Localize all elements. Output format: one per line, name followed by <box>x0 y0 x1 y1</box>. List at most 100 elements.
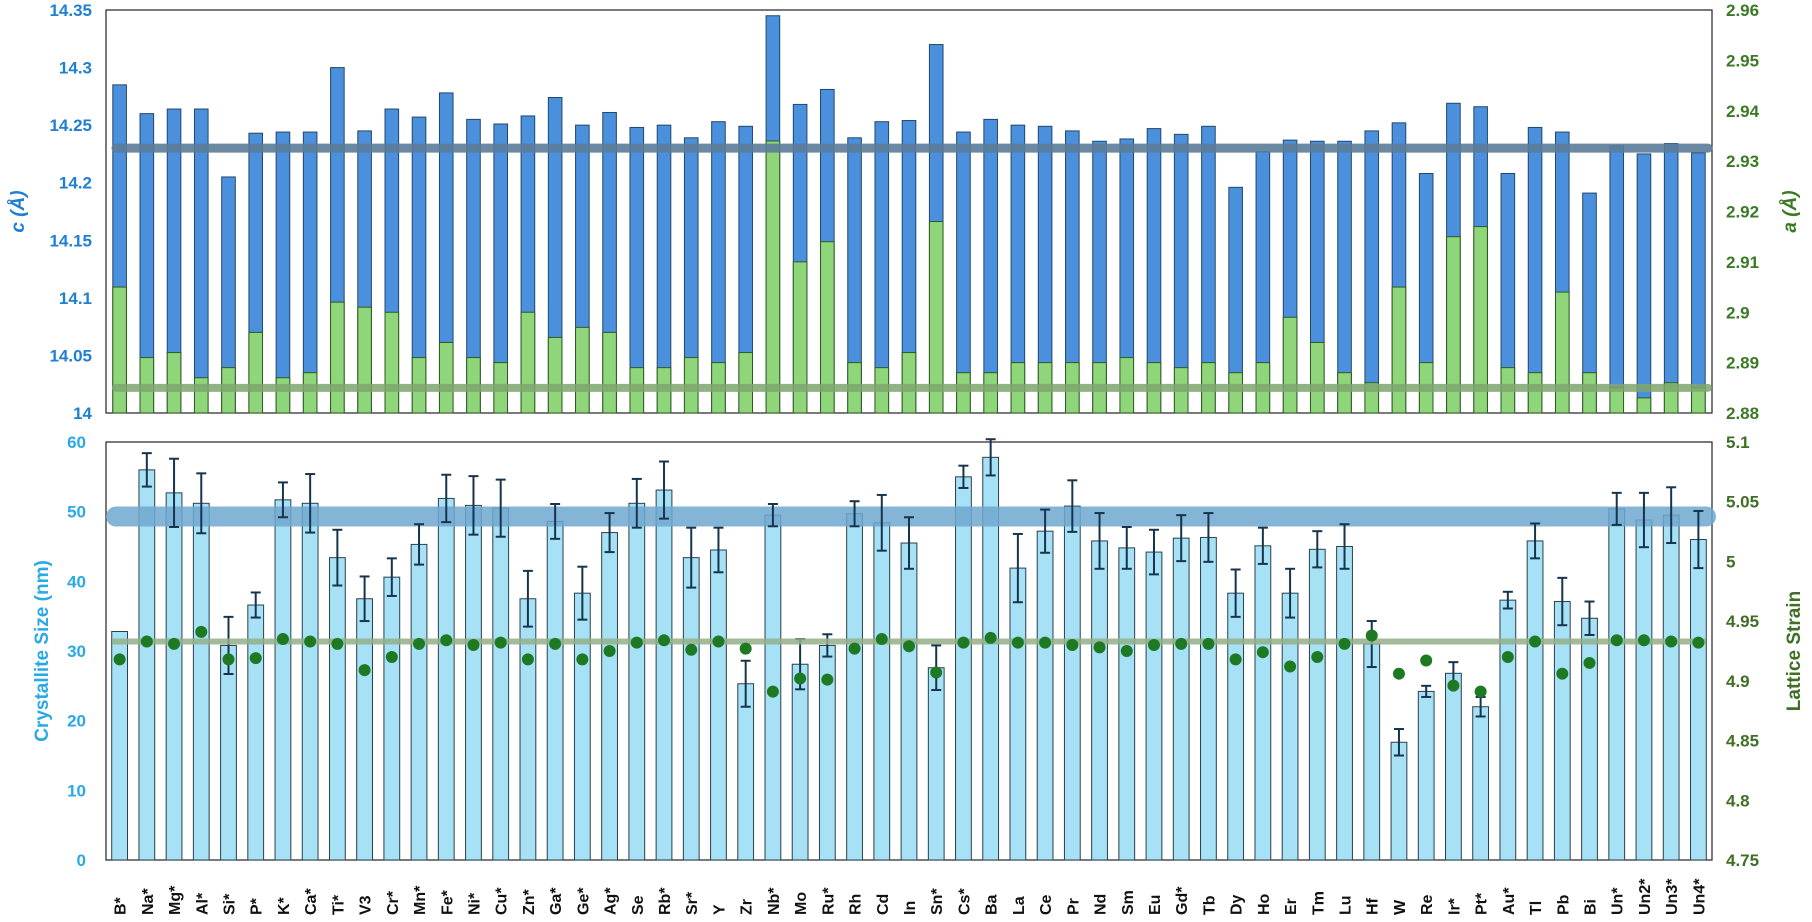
a-bar <box>520 311 536 414</box>
strain-point <box>385 650 398 663</box>
a-bar <box>928 221 944 414</box>
strain-point <box>1610 634 1623 647</box>
strain-point <box>195 625 208 638</box>
category-label: Si* <box>221 893 238 915</box>
category-label: Pb <box>1555 894 1572 915</box>
strain-point <box>1311 650 1324 663</box>
c-bar <box>1636 153 1652 414</box>
category-label: Ba <box>984 894 1001 915</box>
category-label: K* <box>276 896 293 915</box>
c-bar <box>1691 152 1706 414</box>
strain-point <box>1529 635 1542 648</box>
size-axis-tick: 40 <box>67 572 86 591</box>
category-label: Rb* <box>657 887 674 915</box>
strain-point <box>1501 650 1514 663</box>
a-bar <box>1473 226 1488 414</box>
category-label: Cr* <box>385 890 402 915</box>
c-axis-tick: 14.2 <box>59 174 92 193</box>
a-bar <box>602 331 617 414</box>
size-bar <box>710 549 727 861</box>
strain-axis-tick: 4.8 <box>1726 791 1750 810</box>
size-bar <box>437 497 455 861</box>
size-bar <box>682 557 700 861</box>
size-axis-tick: 10 <box>67 781 86 800</box>
size-bar <box>1009 567 1027 861</box>
category-label: Un4* <box>1691 878 1708 915</box>
strain-point <box>1202 637 1215 650</box>
category-label: Ag* <box>603 887 620 915</box>
size-bar <box>192 502 210 861</box>
size-bar <box>519 598 537 861</box>
strain-point <box>603 645 616 657</box>
size-bar <box>301 502 319 861</box>
a-bar <box>1582 372 1597 414</box>
strain-point <box>658 634 671 647</box>
size-bar <box>1336 546 1353 861</box>
category-label: B* <box>113 896 130 915</box>
size-bar <box>1172 537 1190 861</box>
category-label: Hf <box>1365 897 1382 915</box>
strain-axis-tick: 5.1 <box>1726 433 1750 452</box>
category-label: Ga* <box>548 887 565 915</box>
a-bar <box>575 326 590 414</box>
strain-point <box>1093 641 1106 654</box>
category-label: Mg* <box>167 885 184 915</box>
a-bar <box>1391 286 1407 414</box>
size-bar <box>573 592 591 861</box>
strain-point <box>984 631 997 644</box>
strain-point <box>1338 637 1351 650</box>
strain-axis-tick: 4.95 <box>1726 612 1759 631</box>
c-bar <box>1527 126 1543 414</box>
strain-point <box>1147 639 1160 652</box>
size-axis-tick: 30 <box>67 642 86 661</box>
size-bar <box>1635 519 1653 861</box>
category-label: Tm <box>1310 891 1327 915</box>
top-panel: 14 14.05 14.1 14.15 14.2 14.25 14.3 14.35 2.88 2.… <box>49 1 1759 423</box>
a-bar <box>330 301 345 414</box>
strain-point <box>1665 635 1678 648</box>
strain-point <box>549 637 562 650</box>
category-label: Un* <box>1610 887 1627 915</box>
c-bar <box>983 118 998 414</box>
strain-point <box>685 643 698 656</box>
size-bar <box>1390 741 1408 861</box>
strain-point <box>276 633 289 646</box>
c-axis-tick: 14.3 <box>59 59 92 78</box>
a-bar <box>1527 372 1543 414</box>
size-bar <box>1145 551 1163 861</box>
size-bar <box>274 499 292 861</box>
size-bar <box>1091 540 1108 861</box>
strain-axis-tick: 4.85 <box>1726 732 1759 751</box>
strain-point <box>1120 645 1133 657</box>
size-bar <box>873 522 891 861</box>
size-bar <box>356 598 373 861</box>
size-bar <box>737 683 755 861</box>
strain-point <box>1039 636 1052 649</box>
size-bar <box>1526 540 1544 861</box>
category-label: Rh <box>848 894 865 915</box>
c-axis-tick: 14.1 <box>59 289 92 308</box>
size-bar <box>1472 706 1490 861</box>
category-label: Mo <box>793 892 810 915</box>
size-bar <box>1118 547 1136 861</box>
size-axis-tick: 20 <box>67 712 86 731</box>
size-bar <box>465 504 482 861</box>
strain-point <box>413 637 426 650</box>
category-label: Ca* <box>303 888 320 915</box>
strain-axis-tick: 5 <box>1726 552 1735 571</box>
c-bar <box>302 131 318 414</box>
strain-point <box>1284 660 1297 673</box>
strain-point <box>1229 653 1242 666</box>
a-bar <box>1310 341 1325 414</box>
category-label: Ce <box>1038 894 1055 915</box>
c-axis-tick: 14.05 <box>49 346 92 365</box>
category-label: Ge* <box>575 887 592 915</box>
category-label: Ni* <box>466 892 483 915</box>
a-bar <box>983 372 998 414</box>
category-label: Eu <box>1147 895 1164 915</box>
strain-point <box>467 639 480 652</box>
size-bar <box>601 532 618 861</box>
strain-point <box>957 636 970 649</box>
strain-point <box>222 653 235 666</box>
